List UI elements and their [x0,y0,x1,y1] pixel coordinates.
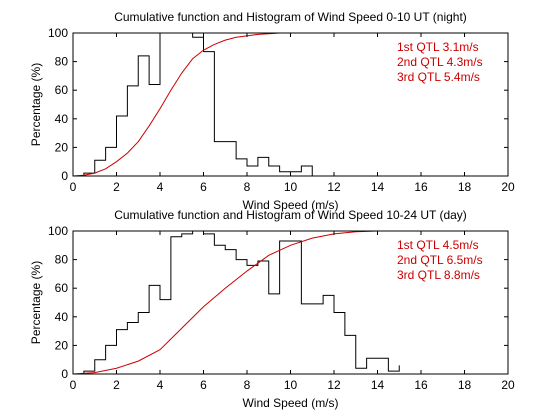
y-tick-label: 0 [61,367,68,381]
x-tick-label: 8 [244,378,251,392]
x-tick-label: 6 [200,378,207,392]
y-tick-label: 100 [48,26,68,40]
y-tick-label: 20 [55,338,69,352]
y-tick-label: 60 [55,281,69,295]
quartile-annotation: 3rd QTL 8.8m/s [397,268,480,282]
y-tick-label: 80 [55,55,69,69]
x-tick-label: 20 [501,180,515,194]
chart-title: Cumulative function and Histogram of Win… [114,10,467,24]
cumulative-series [73,33,508,176]
x-axis-label: Wind Speed (m/s) [242,396,338,410]
y-axis-label: Percentage (%) [29,63,43,146]
y-tick-label: 100 [48,224,68,238]
x-tick-label: 4 [157,378,164,392]
x-tick-label: 0 [70,378,77,392]
x-axis-label: Wind Speed (m/s) [242,198,338,212]
quartile-annotation: 3rd QTL 5.4m/s [397,70,480,84]
x-tick-label: 14 [371,378,385,392]
x-tick-label: 10 [284,378,298,392]
y-tick-label: 80 [55,253,69,267]
chart-title: Cumulative function and Histogram of Win… [114,208,467,222]
y-tick-label: 20 [55,140,69,154]
quartile-annotation: 2nd QTL 4.3m/s [397,55,483,69]
y-tick-label: 40 [55,310,69,324]
x-tick-label: 6 [200,180,207,194]
quartile-annotation: 1st QTL 4.5m/s [397,238,479,252]
x-tick-label: 2 [113,378,120,392]
x-tick-label: 20 [501,378,515,392]
chart-panel-1: Cumulative function and Histogram of Win… [29,10,515,212]
x-tick-label: 12 [327,378,341,392]
x-tick-label: 18 [458,378,472,392]
y-tick-label: 40 [55,112,69,126]
y-tick-label: 60 [55,83,69,97]
quartile-annotation: 1st QTL 3.1m/s [397,40,479,54]
x-tick-label: 8 [244,180,251,194]
x-tick-label: 18 [458,180,472,194]
histogram-series [83,231,400,374]
x-tick-label: 14 [371,180,385,194]
x-tick-label: 2 [113,180,120,194]
x-tick-label: 10 [284,180,298,194]
x-tick-label: 4 [157,180,164,194]
y-tick-label: 0 [61,169,68,183]
quartile-annotation: 2nd QTL 6.5m/s [397,253,483,267]
x-tick-label: 12 [327,180,341,194]
x-tick-label: 16 [414,378,428,392]
x-tick-label: 0 [70,180,77,194]
y-axis-label: Percentage (%) [29,261,43,344]
chart-panel-2: Cumulative function and Histogram of Win… [29,208,515,410]
histogram-series [83,33,313,176]
x-tick-label: 16 [414,180,428,194]
